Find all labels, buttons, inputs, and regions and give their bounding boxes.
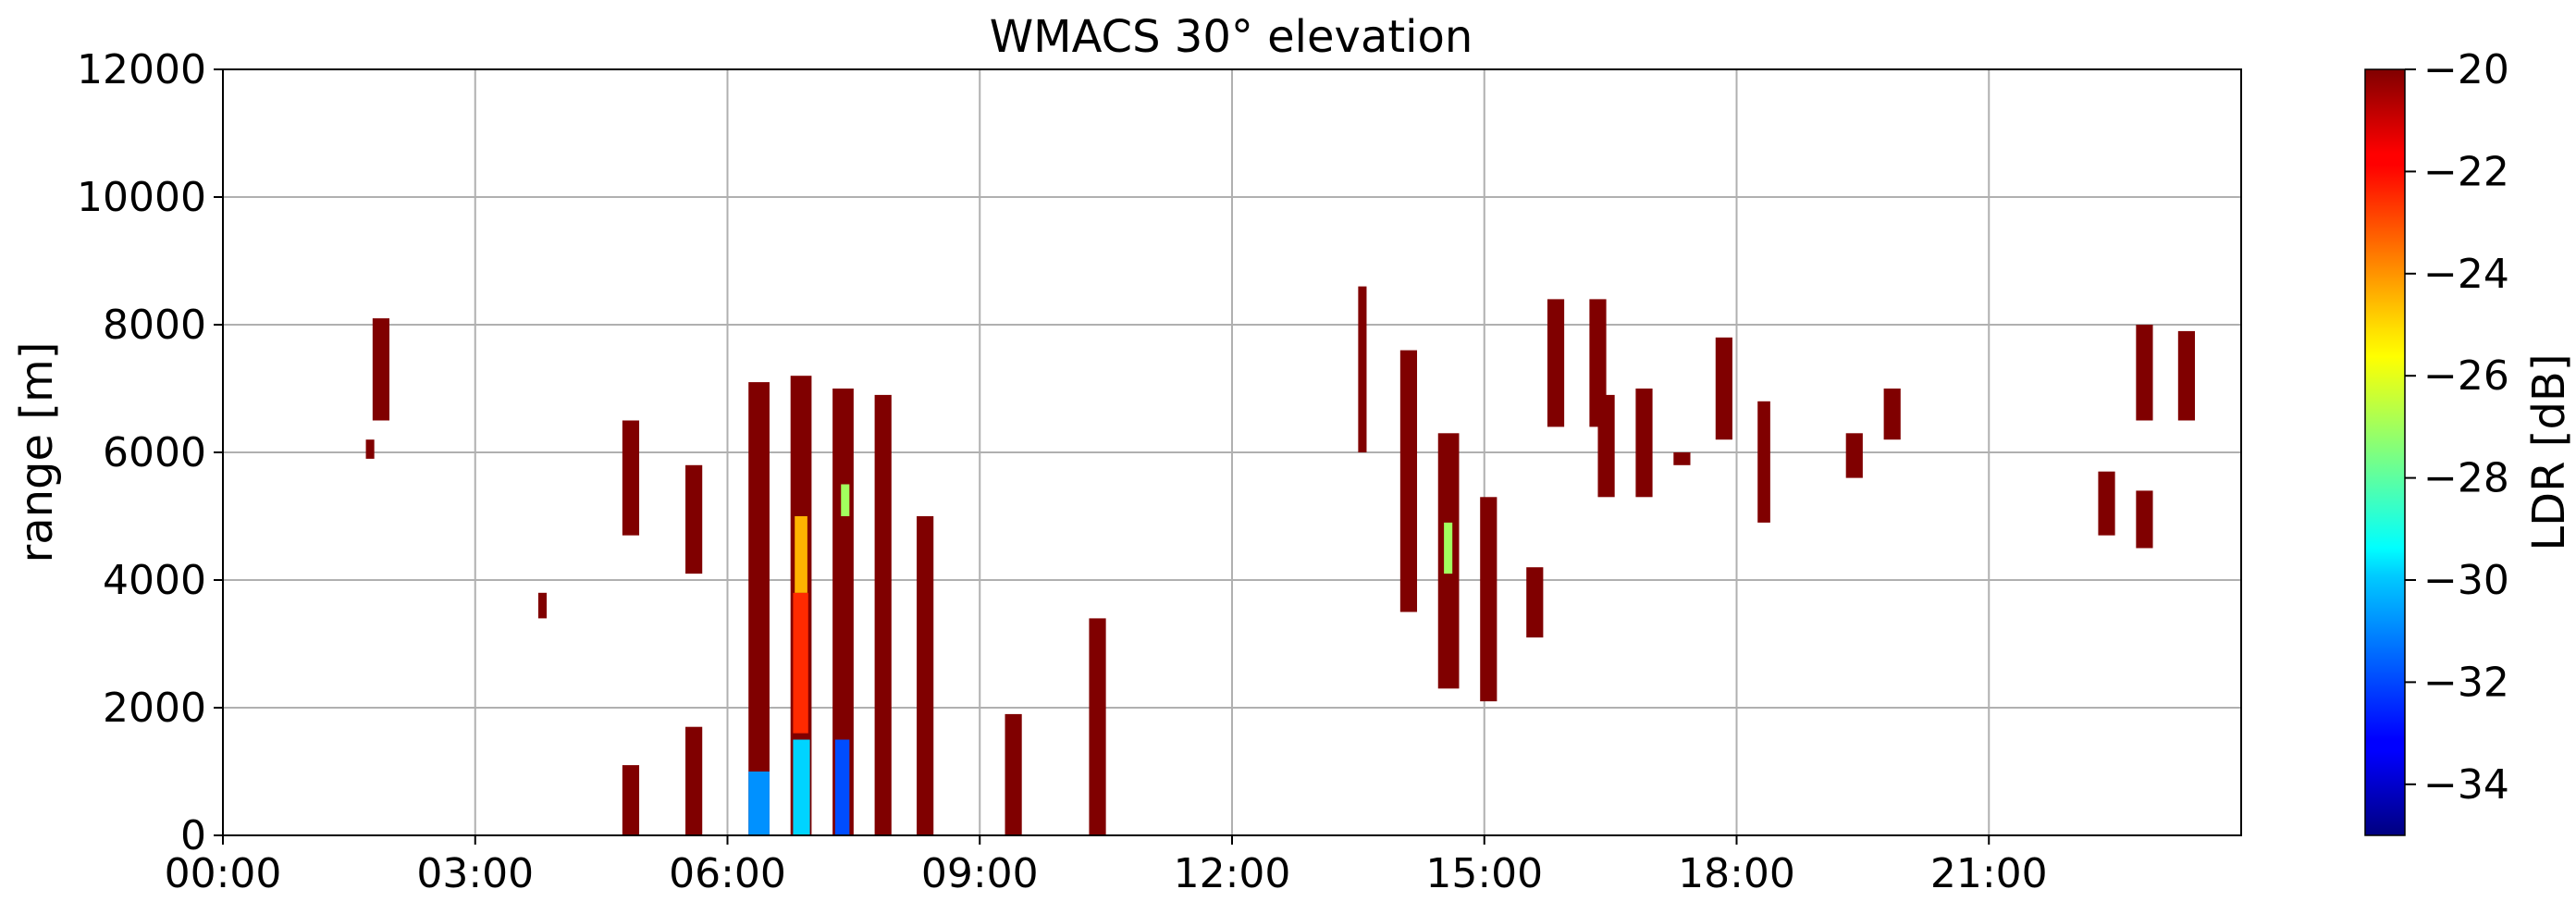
echo-region	[1757, 401, 1770, 523]
x-tick-label: 03:00	[416, 850, 534, 897]
echo-region	[748, 382, 770, 835]
colorbar-tick-label: −28	[2423, 455, 2509, 502]
x-tick-label: 21:00	[1930, 850, 2048, 897]
colorbar-tick-label: −20	[2423, 46, 2509, 93]
echo-region	[748, 772, 770, 835]
echo-region	[1005, 713, 1022, 835]
echo-region	[1526, 567, 1544, 638]
colorbar-ticks: −20 −22 −24 −26 −28 −30 −32 −34	[2405, 46, 2509, 809]
echo-region	[622, 765, 640, 835]
colorbar: −20 −22 −24 −26 −28 −30 −32 −34 LDR [dB]	[2364, 46, 2575, 836]
echo-region	[1547, 299, 1565, 427]
echo-region	[793, 739, 810, 835]
echo-region	[795, 516, 807, 593]
echo-region	[1089, 618, 1106, 835]
echo-region	[1597, 394, 1615, 498]
y-tick-label: 6000	[103, 429, 206, 476]
colorbar-tick-label: −24	[2423, 251, 2509, 298]
echo-region	[1399, 350, 1418, 612]
echo-region	[1480, 497, 1498, 702]
echo-region	[685, 726, 703, 835]
echo-region	[372, 318, 390, 421]
x-axis: 00:00 03:00 06:00 09:00 12:00 15:00 18:00 21:00	[165, 835, 2048, 897]
colorbar-tick-label: −34	[2423, 761, 2509, 809]
echo-region	[365, 439, 375, 459]
y-tick-label: 4000	[103, 557, 206, 604]
echo-region	[1883, 389, 1901, 440]
grid-lines	[222, 68, 2241, 836]
y-axis: 0 2000 4000 6000 8000 10000 12000	[77, 46, 223, 859]
x-tick-label: 00:00	[165, 850, 282, 897]
echo-region	[1635, 389, 1653, 498]
echo-region	[2136, 325, 2153, 421]
echo-region	[874, 394, 892, 835]
echo-region	[1673, 452, 1691, 465]
colorbar-title: LDR [dB]	[2523, 353, 2575, 550]
colorbar-gradient	[2364, 68, 2406, 836]
echo-region	[2098, 471, 2115, 536]
y-tick-label: 0	[180, 812, 206, 859]
x-tick-label: 12:00	[1174, 850, 1291, 897]
echo-region	[917, 516, 934, 835]
x-tick-label: 06:00	[669, 850, 786, 897]
echo-region	[537, 592, 548, 619]
y-axis-title: range [m]	[11, 341, 63, 562]
x-tick-label: 09:00	[921, 850, 1039, 897]
y-tick-label: 12000	[77, 46, 206, 93]
x-tick-label: 18:00	[1678, 850, 1795, 897]
colorbar-tick-label: −32	[2423, 659, 2509, 706]
echo-region	[2177, 330, 2195, 421]
echo-region	[685, 464, 703, 574]
y-tick-label: 8000	[103, 302, 206, 349]
echo-region	[841, 484, 850, 516]
echo-region	[793, 592, 808, 734]
echo-region	[1444, 522, 1453, 574]
chart-title: WMACS 30° elevation	[990, 11, 1473, 63]
echo-region	[1358, 286, 1367, 452]
colorbar-tick-label: −30	[2423, 557, 2509, 604]
echo-region	[834, 739, 850, 835]
echo-region	[622, 420, 640, 536]
echo-region	[2136, 490, 2153, 549]
echo-layer	[365, 286, 2195, 835]
colorbar-tick-label: −22	[2423, 148, 2509, 195]
x-tick-label: 15:00	[1425, 850, 1543, 897]
echo-region	[1715, 337, 1732, 440]
y-tick-label: 10000	[77, 174, 206, 221]
echo-region	[1845, 433, 1863, 478]
colorbar-tick-label: −26	[2423, 352, 2509, 400]
y-tick-label: 2000	[103, 685, 206, 732]
